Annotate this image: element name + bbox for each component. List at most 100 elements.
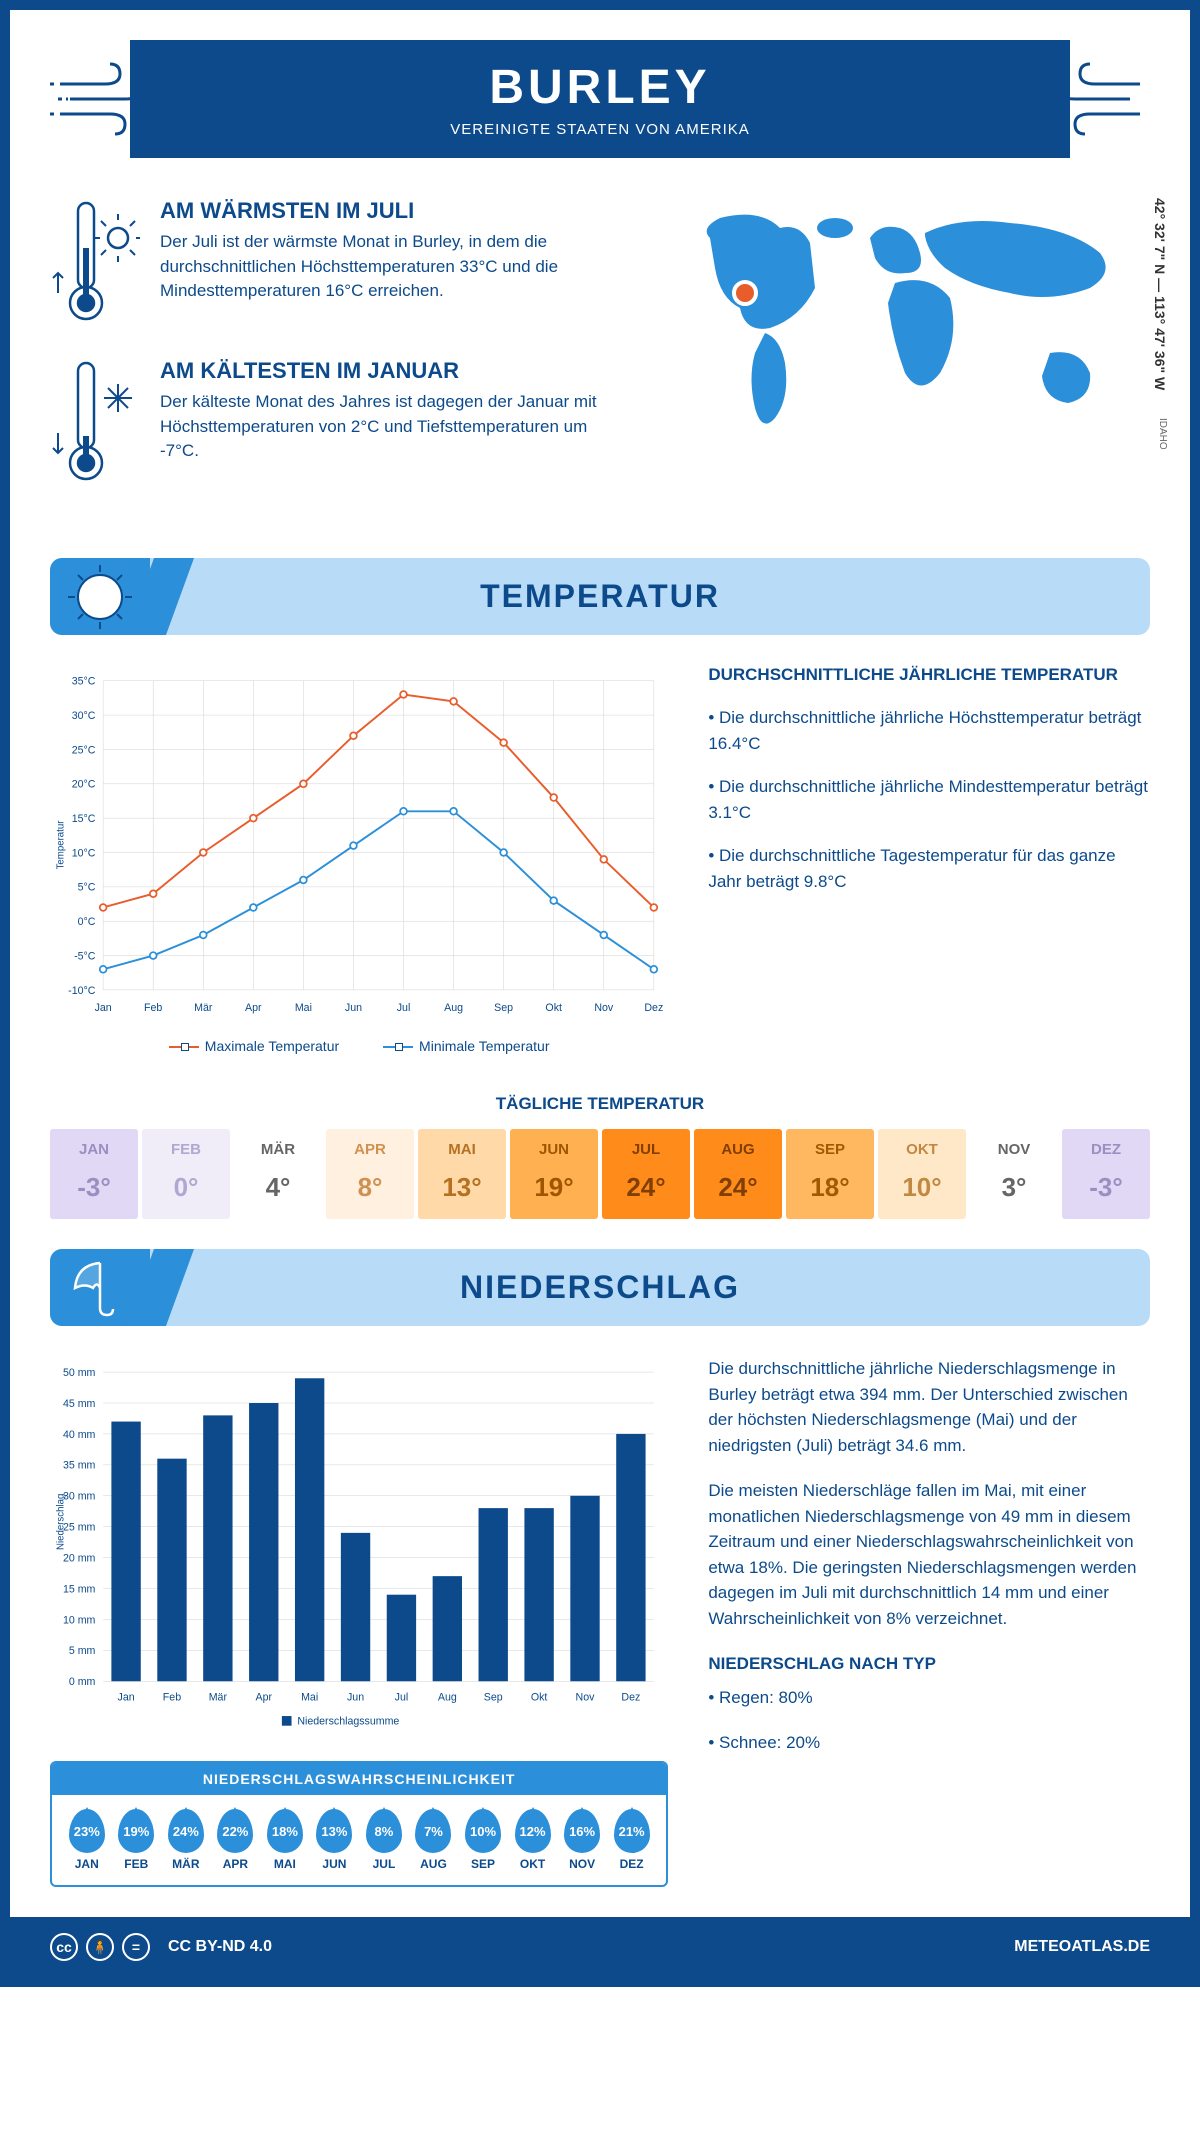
infographic: BURLEY VEREINIGTE STAATEN VON AMERIKA xyxy=(0,0,1200,1987)
svg-text:Jan: Jan xyxy=(95,1002,112,1014)
warmest-body: Der Juli ist der wärmste Monat in Burley… xyxy=(160,230,630,304)
svg-text:Jan: Jan xyxy=(118,1692,135,1704)
prob-cell: 22%APR xyxy=(211,1809,261,1871)
precip-type-2: • Schnee: 20% xyxy=(708,1730,1150,1756)
svg-text:Aug: Aug xyxy=(444,1002,463,1014)
svg-text:Mär: Mär xyxy=(209,1692,228,1704)
coldest-title: AM KÄLTESTEN IM JANUAR xyxy=(160,358,630,384)
svg-text:Apr: Apr xyxy=(245,1002,262,1014)
daily-temp-cell: OKT10° xyxy=(878,1129,966,1219)
svg-text:50 mm: 50 mm xyxy=(63,1367,96,1379)
prob-cell: 16%NOV xyxy=(557,1809,607,1871)
precip-para-2: Die meisten Niederschläge fallen im Mai,… xyxy=(708,1478,1150,1631)
world-map-icon xyxy=(670,198,1130,458)
prob-cell: 13%JUN xyxy=(310,1809,360,1871)
coldest-body: Der kälteste Monat des Jahres ist dagege… xyxy=(160,390,630,464)
thermometer-cold-icon xyxy=(50,358,140,488)
svg-text:Sep: Sep xyxy=(494,1002,513,1014)
temperature-chart: -10°C-5°C0°C5°C10°C15°C20°C25°C30°C35°CJ… xyxy=(50,665,668,1054)
precip-para-1: Die durchschnittliche jährliche Niedersc… xyxy=(708,1356,1150,1458)
prob-cell: 10%SEP xyxy=(458,1809,508,1871)
svg-text:35°C: 35°C xyxy=(72,676,96,688)
svg-text:0 mm: 0 mm xyxy=(69,1676,96,1688)
prob-cell: 24%MÄR xyxy=(161,1809,211,1871)
daily-temp-cell: MÄR4° xyxy=(234,1129,322,1219)
warmest-title: AM WÄRMSTEN IM JULI xyxy=(160,198,630,224)
svg-text:5 mm: 5 mm xyxy=(69,1645,96,1657)
svg-text:-5°C: -5°C xyxy=(74,950,96,962)
annual-bullet-3: • Die durchschnittliche Tagestemperatur … xyxy=(708,843,1150,894)
svg-text:20°C: 20°C xyxy=(72,779,96,791)
daily-temp-cell: AUG24° xyxy=(694,1129,782,1219)
svg-text:Niederschlag: Niederschlag xyxy=(56,1494,67,1550)
svg-text:15°C: 15°C xyxy=(72,813,96,825)
prob-cell: 23%JAN xyxy=(62,1809,112,1871)
svg-text:Mär: Mär xyxy=(194,1002,213,1014)
daily-temp-title: TÄGLICHE TEMPERATUR xyxy=(50,1094,1150,1114)
svg-text:Dez: Dez xyxy=(621,1692,640,1704)
svg-text:Nov: Nov xyxy=(594,1002,614,1014)
svg-text:Niederschlagssumme: Niederschlagssumme xyxy=(297,1716,399,1728)
svg-text:35 mm: 35 mm xyxy=(63,1460,96,1472)
svg-text:25 mm: 25 mm xyxy=(63,1522,96,1534)
legend-min: Minimale Temperatur xyxy=(419,1038,549,1054)
coordinates: 42° 32' 7" N — 113° 47' 36" W xyxy=(1152,198,1168,390)
precip-type-1: • Regen: 80% xyxy=(708,1685,1150,1711)
svg-text:15 mm: 15 mm xyxy=(63,1583,96,1595)
map-block: 42° 32' 7" N — 113° 47' 36" W IDAHO xyxy=(670,198,1150,518)
daily-temperature-table: TÄGLICHE TEMPERATUR JAN-3°FEB0°MÄR4°APR8… xyxy=(50,1094,1150,1219)
coldest-block: AM KÄLTESTEN IM JANUAR Der kälteste Mona… xyxy=(50,358,630,488)
svg-text:Jul: Jul xyxy=(397,1002,411,1014)
svg-text:Aug: Aug xyxy=(438,1692,457,1704)
annual-temp-title: DURCHSCHNITTLICHE JÄHRLICHE TEMPERATUR xyxy=(708,665,1150,685)
prob-cell: 19%FEB xyxy=(112,1809,162,1871)
svg-text:Jul: Jul xyxy=(395,1692,409,1704)
svg-text:Mai: Mai xyxy=(301,1692,318,1704)
svg-text:40 mm: 40 mm xyxy=(63,1429,96,1441)
license-icons: cc 🧍 = CC BY-ND 4.0 xyxy=(50,1933,272,1961)
svg-text:Jun: Jun xyxy=(347,1692,364,1704)
svg-text:Jun: Jun xyxy=(345,1002,362,1014)
country-name: VEREINIGTE STAATEN VON AMERIKA xyxy=(210,121,990,138)
precipitation-banner: NIEDERSCHLAG xyxy=(50,1249,1150,1326)
prob-cell: 21%DEZ xyxy=(607,1809,657,1871)
svg-text:Feb: Feb xyxy=(144,1002,162,1014)
svg-text:5°C: 5°C xyxy=(78,882,96,894)
site-name: METEOATLAS.DE xyxy=(1014,1938,1150,1956)
sun-icon xyxy=(50,558,150,635)
precipitation-probability-table: NIEDERSCHLAGSWAHRSCHEINLICHKEIT 23%JAN19… xyxy=(50,1761,668,1887)
legend-max: Maximale Temperatur xyxy=(205,1038,339,1054)
temperature-banner: TEMPERATUR xyxy=(50,558,1150,635)
prob-cell: 8%JUL xyxy=(359,1809,409,1871)
prob-cell: 12%OKT xyxy=(508,1809,558,1871)
wind-icon-right xyxy=(1030,59,1150,139)
svg-text:20 mm: 20 mm xyxy=(63,1552,96,1564)
svg-text:-10°C: -10°C xyxy=(68,985,96,997)
daily-temp-cell: JUN19° xyxy=(510,1129,598,1219)
svg-text:Temperatur: Temperatur xyxy=(56,820,67,870)
warmest-block: AM WÄRMSTEN IM JULI Der Juli ist der wär… xyxy=(50,198,630,328)
svg-text:Okt: Okt xyxy=(531,1692,548,1704)
svg-text:30 mm: 30 mm xyxy=(63,1491,96,1503)
daily-temp-cell: JAN-3° xyxy=(50,1129,138,1219)
annual-bullet-2: • Die durchschnittliche jährliche Mindes… xyxy=(708,774,1150,825)
daily-temp-cell: FEB0° xyxy=(142,1129,230,1219)
annual-bullet-1: • Die durchschnittliche jährliche Höchst… xyxy=(708,705,1150,756)
svg-text:Okt: Okt xyxy=(545,1002,562,1014)
daily-temp-cell: NOV3° xyxy=(970,1129,1058,1219)
svg-text:10 mm: 10 mm xyxy=(63,1614,96,1626)
svg-text:10°C: 10°C xyxy=(72,847,96,859)
umbrella-icon xyxy=(50,1249,150,1326)
prob-table-title: NIEDERSCHLAGSWAHRSCHEINLICHKEIT xyxy=(52,1763,666,1795)
city-name: BURLEY xyxy=(210,60,990,115)
daily-temp-cell: APR8° xyxy=(326,1129,414,1219)
svg-text:Sep: Sep xyxy=(484,1692,503,1704)
svg-text:Feb: Feb xyxy=(163,1692,181,1704)
license-text: CC BY-ND 4.0 xyxy=(168,1938,272,1956)
header: BURLEY VEREINIGTE STAATEN VON AMERIKA xyxy=(50,40,1150,158)
prob-cell: 7%AUG xyxy=(409,1809,459,1871)
precipitation-chart: 0 mm 5 mm 10 mm 15 mm 20 mm 25 mm 30 mm 35 mm 40… xyxy=(50,1356,668,1741)
footer: cc 🧍 = CC BY-ND 4.0 METEOATLAS.DE xyxy=(10,1917,1190,1977)
cc-icon: cc xyxy=(50,1933,78,1961)
svg-text:45 mm: 45 mm xyxy=(63,1398,96,1410)
